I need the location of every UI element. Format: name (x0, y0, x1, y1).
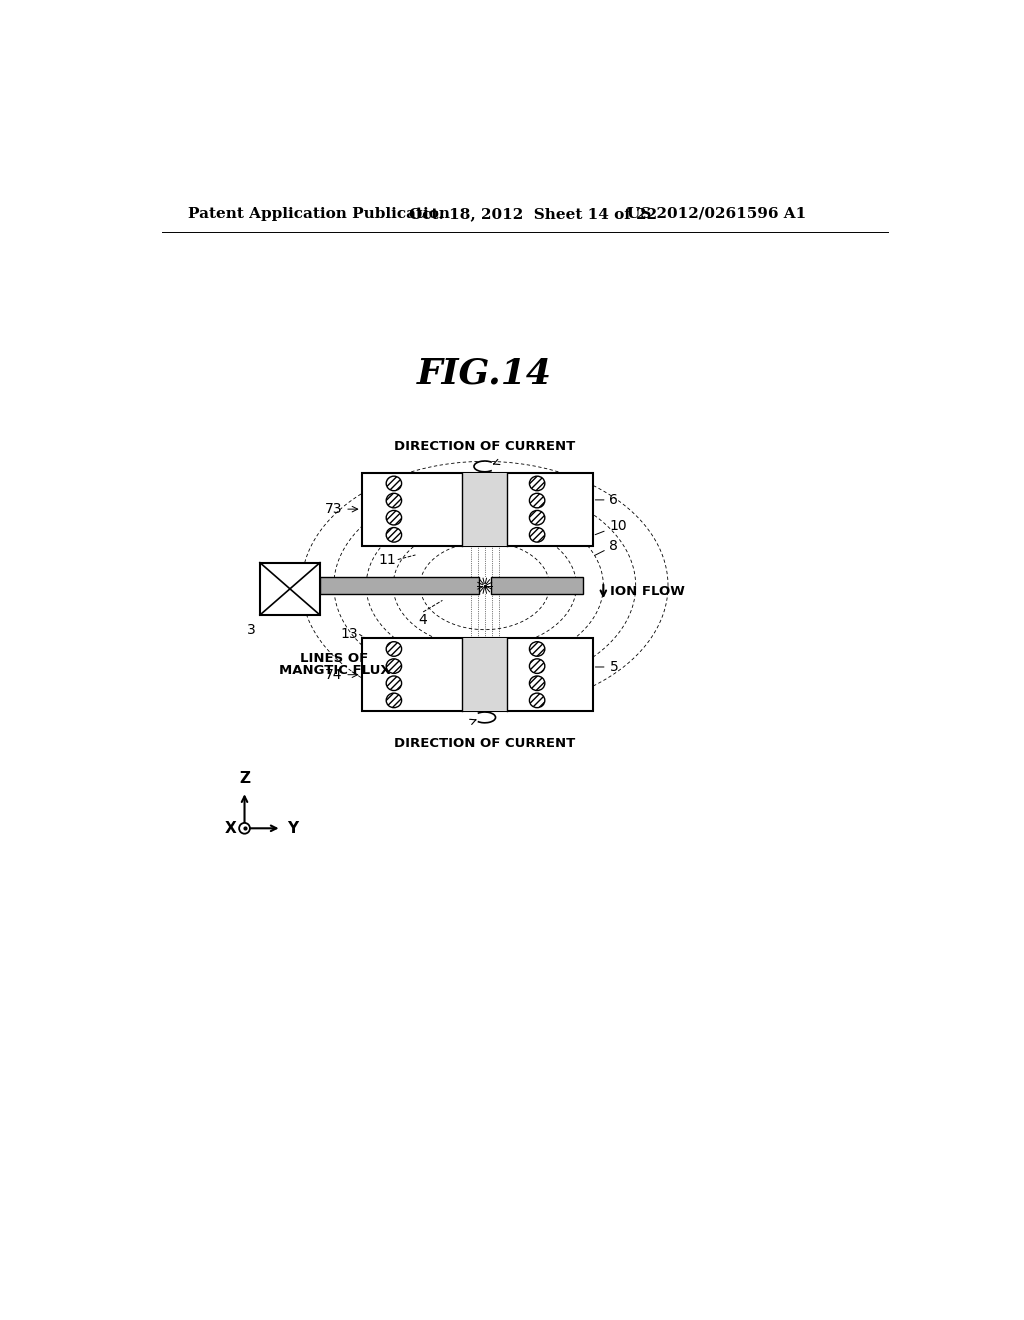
Ellipse shape (529, 693, 545, 708)
Ellipse shape (386, 676, 401, 690)
Bar (319, 577, 478, 594)
Ellipse shape (529, 659, 545, 673)
Ellipse shape (529, 511, 545, 525)
Ellipse shape (386, 477, 401, 491)
Text: MANGTIC FLUX: MANGTIC FLUX (279, 664, 390, 677)
Bar (463, 473, 507, 545)
Text: 6: 6 (595, 492, 618, 507)
Bar (361, 473, 593, 545)
Text: 74: 74 (325, 668, 357, 681)
Ellipse shape (529, 494, 545, 508)
Ellipse shape (240, 822, 250, 834)
Text: 8: 8 (595, 539, 618, 556)
Text: 3: 3 (248, 623, 256, 636)
Ellipse shape (529, 676, 545, 690)
Text: 4: 4 (419, 614, 428, 627)
Ellipse shape (386, 693, 401, 708)
Text: LINES OF: LINES OF (300, 652, 369, 665)
Ellipse shape (386, 642, 401, 656)
Text: Y: Y (287, 821, 298, 836)
Text: Patent Application Publication: Patent Application Publication (188, 207, 451, 220)
Ellipse shape (386, 528, 401, 543)
Ellipse shape (386, 494, 401, 508)
Bar (361, 638, 593, 711)
Bar (490, 577, 584, 594)
Text: 5: 5 (595, 660, 618, 675)
Text: ION FLOW: ION FLOW (609, 585, 684, 598)
Ellipse shape (386, 659, 401, 673)
Bar (260, 562, 319, 615)
Text: DIRECTION OF CURRENT: DIRECTION OF CURRENT (394, 737, 575, 750)
Text: Oct. 18, 2012  Sheet 14 of 22: Oct. 18, 2012 Sheet 14 of 22 (410, 207, 657, 220)
Text: X: X (225, 821, 237, 836)
Ellipse shape (529, 642, 545, 656)
Text: 73: 73 (325, 502, 357, 516)
Ellipse shape (529, 528, 545, 543)
Text: 10: 10 (595, 519, 627, 535)
Text: 13: 13 (340, 627, 357, 642)
Bar (463, 638, 507, 711)
Text: FIG.14: FIG.14 (417, 356, 552, 391)
Text: Z: Z (239, 771, 250, 785)
Text: 11: 11 (379, 553, 396, 566)
Text: US 2012/0261596 A1: US 2012/0261596 A1 (628, 207, 807, 220)
Ellipse shape (386, 511, 401, 525)
Text: DIRECTION OF CURRENT: DIRECTION OF CURRENT (394, 441, 575, 453)
Ellipse shape (529, 477, 545, 491)
